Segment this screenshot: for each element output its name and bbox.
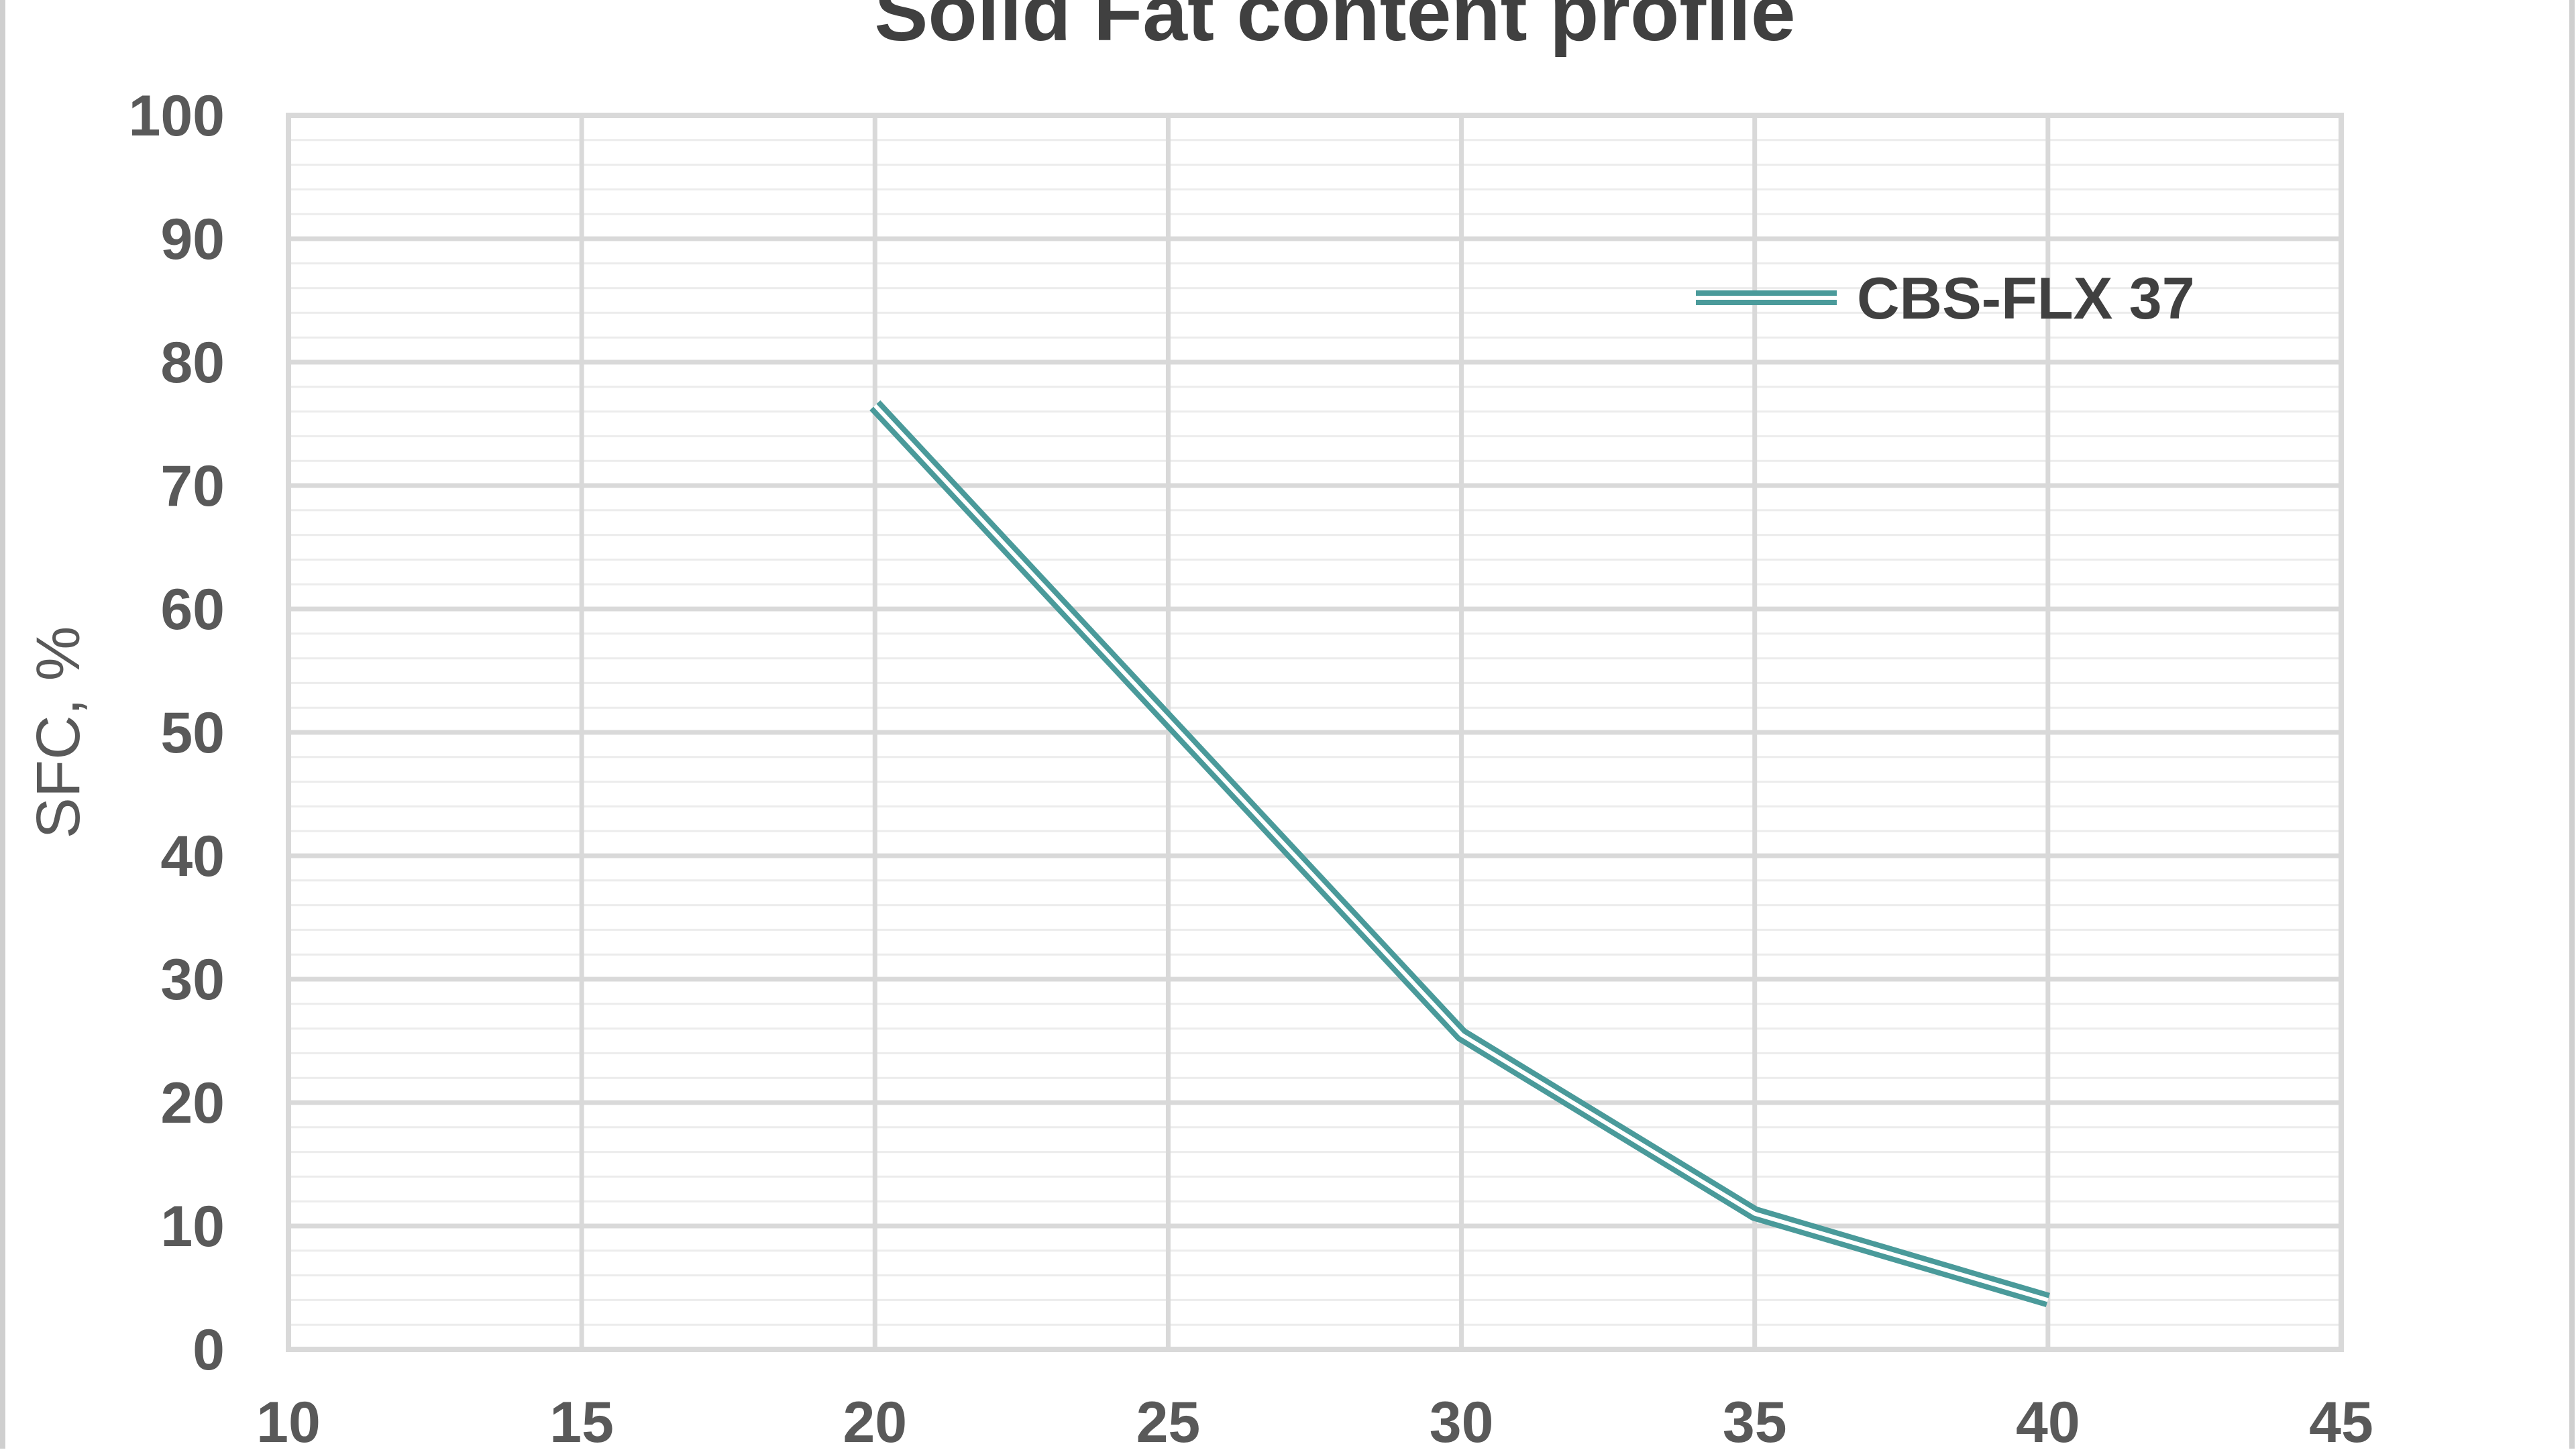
y-tick-label: 70 xyxy=(160,454,225,518)
series-layer xyxy=(869,400,2050,1307)
minor-grid xyxy=(288,139,2341,1326)
plot-area-border xyxy=(286,113,2344,1352)
x-tick-label: 25 xyxy=(1136,1390,1201,1449)
x-tick-label: 20 xyxy=(843,1390,907,1449)
series-line-inner xyxy=(873,404,2049,1302)
y-tick-labels: 0 10 20 30 40 50 60 70 80 90 100 xyxy=(129,84,225,1382)
x-tick-label: 15 xyxy=(549,1390,614,1449)
y-tick-label: 60 xyxy=(160,577,225,642)
x-tick-labels: 10 15 20 25 30 35 40 45 xyxy=(256,1390,2373,1452)
chart-title: Solid Fat content profile xyxy=(874,0,1795,58)
legend-label: CBS-FLX 37 xyxy=(1857,265,2195,331)
y-tick-label: 0 xyxy=(193,1318,225,1382)
x-tick-label: 40 xyxy=(2016,1390,2080,1449)
x-tick-label: 45 xyxy=(2309,1390,2373,1449)
y-tick-label: 40 xyxy=(160,824,225,889)
y-axis-label: SFC, % xyxy=(24,626,93,839)
plot-frame xyxy=(286,113,2344,1352)
y-tick-label: 20 xyxy=(160,1071,225,1135)
x-tick-label: 30 xyxy=(1430,1390,1494,1449)
x-tick-label: 35 xyxy=(1723,1390,1787,1449)
y-tick-label: 50 xyxy=(160,701,225,765)
y-tick-label: 10 xyxy=(160,1194,225,1259)
y-tick-label: 100 xyxy=(129,84,225,148)
y-tick-label: 30 xyxy=(160,948,225,1012)
y-tick-label: 90 xyxy=(160,207,225,272)
y-tick-label: 80 xyxy=(160,331,225,395)
legend: CBS-FLX 37 xyxy=(1696,265,2195,331)
x-tick-label: 10 xyxy=(256,1390,321,1449)
